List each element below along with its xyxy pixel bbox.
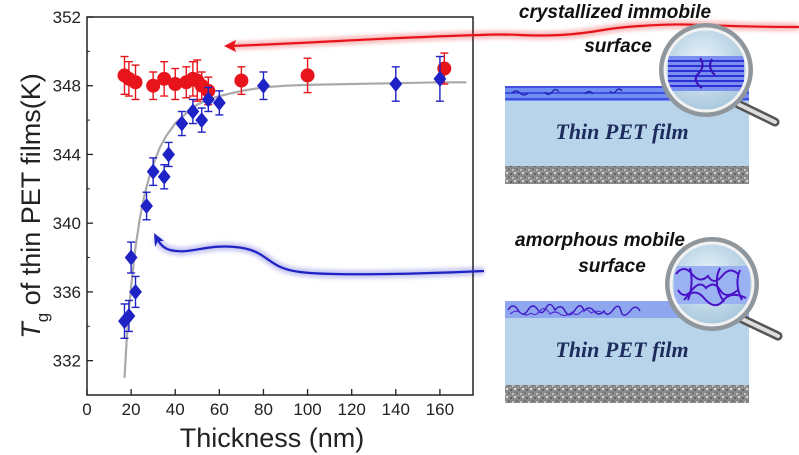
y-tick-label: 340	[53, 214, 81, 233]
bottom-caption-line1: amorphous mobile	[515, 230, 685, 251]
y-axis-title-subscript: g	[33, 313, 52, 322]
axis-ticks: 0 20 40 60 80 100 120 140 160 332 336 340 344 348 352	[53, 8, 454, 419]
top-caption-line2: surface	[584, 36, 652, 57]
bottom-substrate	[505, 385, 749, 403]
data-point-circle	[128, 75, 143, 90]
data-point-diamond	[433, 70, 447, 87]
amorphous-surface-illustration: amorphous mobile surface Thin PET film	[505, 230, 783, 403]
data-point-circle	[157, 71, 172, 86]
x-tick-label: 20	[122, 400, 141, 419]
data-point-diamond	[212, 94, 226, 111]
tg-vs-thickness-chart: 0 20 40 60 80 100 120 140 160332336340344348352 …	[16, 8, 474, 453]
data-point-circle	[234, 73, 249, 88]
plot-frame	[86, 16, 474, 396]
y-tick-label: 332	[53, 352, 81, 371]
data-point-diamond	[124, 249, 138, 266]
y-axis-title-symbol: T	[16, 320, 46, 339]
fit-curve-layer	[123, 81, 467, 378]
red-pointer-arrow	[224, 20, 799, 52]
x-tick-label: 120	[337, 400, 365, 419]
bottom-magnifier-icon	[665, 237, 783, 341]
data-point-diamond	[186, 103, 200, 120]
x-tick-label: 60	[210, 400, 229, 419]
x-tick-label: 100	[293, 400, 321, 419]
top-film-label: Thin PET film	[555, 119, 688, 144]
data-point-circle	[168, 77, 183, 92]
x-tick-label: 140	[382, 400, 410, 419]
data-point-diamond	[162, 146, 176, 163]
bottom-caption-line2: surface	[578, 256, 646, 277]
y-tick-label: 336	[53, 283, 81, 302]
bottom-film-label: Thin PET film	[555, 337, 688, 362]
x-axis-title: Thickness (nm)	[180, 423, 365, 453]
data-point-diamond	[175, 115, 189, 132]
x-tick-label: 0	[82, 400, 91, 419]
data-point-diamond	[129, 283, 142, 300]
x-tick-label: 40	[166, 400, 185, 419]
y-tick-label: 352	[53, 8, 81, 27]
y-tick-label: 348	[53, 77, 81, 96]
data-series	[117, 52, 452, 339]
data-point-diamond	[146, 163, 160, 180]
x-tick-label: 160	[426, 400, 454, 419]
data-point-diamond	[195, 112, 209, 129]
series-amorphous	[118, 55, 447, 339]
top-caption-line1: crystallized immobile	[519, 2, 712, 23]
top-magnifier-icon	[659, 23, 780, 127]
data-point-diamond	[201, 91, 215, 108]
crystallized-surface-illustration: crystallized immobile surface Thin PET f…	[505, 2, 780, 184]
top-substrate	[505, 166, 749, 184]
data-point-diamond	[140, 198, 153, 214]
blue-pointer-arrow	[153, 233, 485, 278]
x-tick-label: 80	[254, 400, 273, 419]
data-point-diamond	[122, 307, 136, 324]
y-axis-title: Tg of thin PET films(K)	[16, 73, 52, 339]
y-axis-title-rest: of thin PET films(K)	[16, 73, 46, 313]
data-point-circle	[146, 78, 161, 93]
fit-curve-line	[123, 81, 467, 378]
series-crystallized	[117, 52, 452, 106]
data-point-diamond	[257, 77, 270, 94]
y-tick-label: 344	[53, 145, 81, 164]
data-point-diamond	[157, 168, 171, 185]
data-point-circle	[300, 68, 315, 83]
data-point-diamond	[389, 76, 403, 93]
